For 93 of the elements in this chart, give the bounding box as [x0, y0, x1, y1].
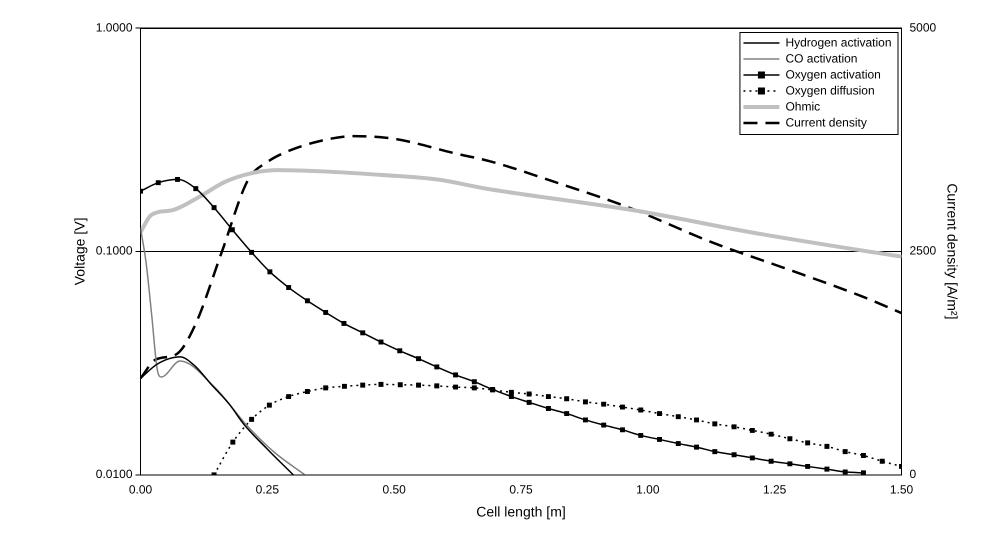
point [249, 416, 254, 422]
x-tick-label: 0.00 [128, 482, 153, 496]
point [787, 436, 792, 442]
line-series [140, 227, 306, 475]
legend-label: Ohmic [785, 99, 820, 114]
point [694, 444, 700, 450]
point [657, 436, 662, 442]
x-tick-label: 0.75 [509, 482, 534, 496]
point [453, 372, 458, 378]
point [453, 384, 458, 390]
point [472, 385, 477, 390]
point [712, 449, 718, 454]
point [508, 394, 514, 400]
point [249, 250, 254, 255]
point [564, 396, 570, 402]
x-tick-label: 1.00 [636, 482, 660, 496]
point [304, 298, 310, 304]
legend-label: Current density [785, 115, 867, 130]
point [860, 453, 866, 458]
point [266, 402, 272, 408]
y2-axis-title: Current density [A/m²] [944, 183, 961, 320]
point [601, 402, 606, 407]
point [526, 392, 532, 396]
y2-tick-label: 0 [910, 467, 917, 482]
point [824, 466, 830, 472]
x-axis-title: Cell length [m] [476, 503, 566, 520]
point [860, 470, 866, 475]
point [472, 379, 477, 384]
point [304, 389, 310, 394]
point [434, 364, 440, 370]
legend-label: Oxygen activation [785, 67, 881, 82]
point [193, 186, 198, 192]
legend-label: Hydrogen activation [785, 35, 892, 50]
point [286, 285, 292, 290]
point [824, 444, 830, 449]
point [175, 176, 180, 182]
point [397, 348, 402, 354]
y2-tick-label: 5000 [910, 20, 937, 34]
point [546, 406, 551, 411]
point [434, 383, 440, 388]
point [750, 428, 755, 433]
y2-tick-label: 2500 [910, 244, 937, 258]
point [378, 382, 384, 387]
point [676, 441, 681, 446]
point [323, 385, 328, 390]
point [787, 461, 792, 466]
point [378, 340, 384, 344]
point [360, 330, 366, 336]
point [323, 310, 328, 315]
point [750, 455, 755, 460]
point [360, 382, 366, 388]
x-tick-label: 1.50 [890, 482, 914, 496]
x-tick-label: 1.25 [762, 482, 787, 496]
point [416, 382, 421, 388]
point [601, 422, 606, 428]
point [582, 399, 588, 404]
legend-label: CO activation [785, 51, 858, 66]
point [638, 432, 644, 438]
point [805, 440, 810, 446]
point [620, 427, 625, 432]
point [230, 227, 235, 232]
x-tick-label: 0.25 [256, 482, 280, 496]
y-axis-title: Voltage [V] [71, 218, 88, 286]
point [676, 414, 681, 420]
y-tick-label: 0.0100 [96, 467, 133, 482]
point [267, 269, 272, 274]
point [341, 320, 346, 326]
point [230, 440, 236, 445]
x-tick-label: 0.50 [382, 482, 406, 496]
point [732, 424, 737, 430]
point [712, 421, 718, 426]
point [582, 417, 588, 422]
point [546, 394, 551, 400]
point [768, 458, 774, 464]
y-tick-label: 1.0000 [96, 20, 133, 34]
point [342, 384, 347, 389]
point [416, 356, 421, 362]
point [620, 404, 625, 410]
point [768, 432, 774, 437]
point [526, 400, 532, 405]
point [657, 411, 662, 416]
point [156, 180, 161, 186]
point [564, 411, 570, 416]
point [842, 449, 848, 454]
point [732, 452, 737, 458]
point [805, 464, 810, 469]
point [842, 469, 848, 474]
point [212, 205, 217, 210]
point [638, 408, 644, 412]
point [286, 394, 292, 400]
legend-label: Oxygen diffusion [785, 83, 875, 98]
y-tick-label: 0.1000 [96, 244, 133, 258]
point [694, 417, 700, 422]
